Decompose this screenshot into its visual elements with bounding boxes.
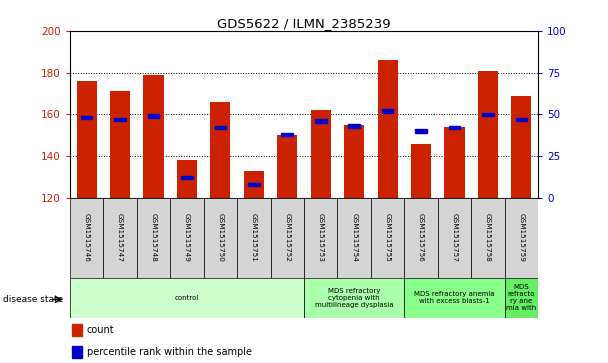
Text: GSM1515750: GSM1515750: [218, 213, 223, 262]
Bar: [110, 91, 130, 198]
Bar: [411, 144, 431, 198]
Bar: [482, 113, 494, 116]
Bar: [282, 133, 293, 136]
Bar: [516, 118, 527, 121]
Bar: [511, 95, 531, 198]
Text: GSM1515747: GSM1515747: [117, 213, 123, 262]
Text: GSM1515758: GSM1515758: [485, 213, 491, 262]
Bar: [244, 171, 264, 198]
Bar: [81, 116, 92, 119]
Bar: [103, 198, 137, 278]
Bar: [271, 198, 304, 278]
Bar: [114, 118, 126, 121]
Text: GSM1515746: GSM1515746: [84, 213, 89, 262]
Text: GSM1515749: GSM1515749: [184, 213, 190, 262]
Bar: [404, 278, 505, 318]
Text: MDS refractory
cytopenia with
multilineage dysplasia: MDS refractory cytopenia with multilinea…: [315, 287, 393, 308]
Bar: [277, 135, 297, 198]
Bar: [148, 114, 159, 118]
Bar: [72, 324, 81, 336]
Bar: [177, 160, 197, 198]
Text: MDS
refracto
ry ane
mia with: MDS refracto ry ane mia with: [506, 284, 536, 311]
Bar: [170, 198, 204, 278]
Bar: [471, 198, 505, 278]
Bar: [304, 198, 337, 278]
Bar: [404, 198, 438, 278]
Bar: [371, 198, 404, 278]
Bar: [204, 198, 237, 278]
Text: GSM1515756: GSM1515756: [418, 213, 424, 262]
Text: GSM1515754: GSM1515754: [351, 213, 357, 262]
Bar: [449, 126, 460, 129]
Text: GSM1515748: GSM1515748: [151, 213, 156, 262]
Text: percentile rank within the sample: percentile rank within the sample: [87, 347, 252, 357]
Bar: [248, 183, 260, 186]
Text: GSM1515755: GSM1515755: [385, 213, 390, 262]
Bar: [215, 126, 226, 129]
Bar: [237, 198, 271, 278]
Bar: [70, 278, 304, 318]
Bar: [505, 278, 538, 318]
Bar: [337, 198, 371, 278]
Bar: [415, 130, 427, 132]
Text: GSM1515759: GSM1515759: [519, 213, 524, 262]
Bar: [378, 60, 398, 198]
Bar: [304, 278, 404, 318]
Bar: [382, 109, 393, 113]
Text: disease state: disease state: [3, 295, 63, 304]
Bar: [311, 110, 331, 198]
Bar: [137, 198, 170, 278]
Text: GSM1515752: GSM1515752: [285, 213, 290, 262]
Bar: [438, 198, 471, 278]
Bar: [478, 70, 498, 198]
Bar: [348, 125, 360, 128]
Text: control: control: [174, 295, 199, 301]
Text: GSM1515751: GSM1515751: [251, 213, 257, 262]
Bar: [315, 119, 326, 123]
Bar: [444, 127, 465, 198]
Text: GSM1515757: GSM1515757: [452, 213, 457, 262]
Bar: [210, 102, 230, 198]
Bar: [505, 198, 538, 278]
Bar: [143, 75, 164, 198]
Text: MDS refractory anemia
with excess blasts-1: MDS refractory anemia with excess blasts…: [414, 291, 495, 304]
Bar: [181, 176, 193, 179]
Text: GSM1515753: GSM1515753: [318, 213, 323, 262]
Bar: [77, 81, 97, 198]
Bar: [72, 346, 81, 358]
Bar: [70, 198, 103, 278]
Text: count: count: [87, 325, 114, 335]
Bar: [344, 125, 364, 198]
Title: GDS5622 / ILMN_2385239: GDS5622 / ILMN_2385239: [217, 17, 391, 30]
